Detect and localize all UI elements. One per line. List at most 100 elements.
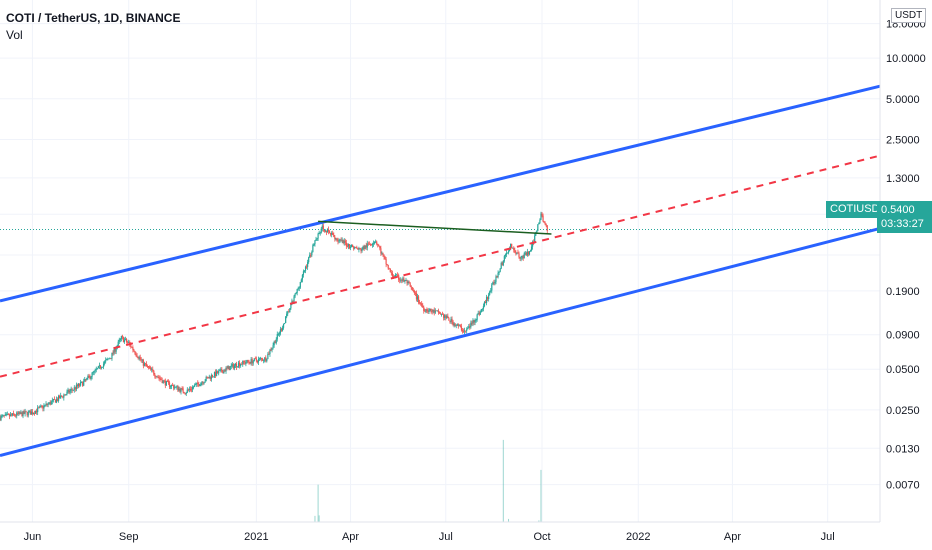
candle-body [40, 405, 42, 407]
candle-body [126, 339, 128, 342]
last-price: 0.5400 [881, 204, 915, 216]
candle-body [404, 280, 406, 282]
candle-body [506, 252, 509, 254]
price-tick-label: 5.0000 [886, 94, 920, 106]
candle-body [79, 382, 82, 386]
price-axis[interactable]: 18.000010.00005.00002.50001.30000.70000.… [886, 19, 926, 492]
candle-body [113, 348, 115, 354]
candle-body [121, 336, 124, 338]
candle-body [282, 323, 285, 328]
time-tick-label: Apr [724, 531, 741, 543]
candle-body [147, 366, 150, 368]
candle-body [71, 389, 73, 391]
candle-body [386, 264, 388, 265]
candle-body [358, 248, 360, 250]
candle-body [453, 323, 455, 326]
candle-body [507, 251, 510, 253]
candle-body [467, 328, 469, 330]
candle-body [492, 282, 494, 285]
candle-body [174, 387, 176, 389]
candle-body [424, 311, 426, 312]
candle-body [534, 235, 536, 243]
candle-body [440, 313, 443, 315]
candle-body [445, 315, 447, 319]
candle-body [451, 318, 453, 322]
candle-body [390, 272, 392, 274]
candle-body [410, 286, 412, 288]
candle-body [530, 246, 533, 251]
candle-body [516, 252, 518, 254]
channel-midline[interactable] [0, 154, 881, 378]
candle-body [397, 274, 399, 276]
candle-body [64, 394, 66, 396]
candle-body [127, 341, 129, 343]
candle-body [540, 213, 542, 220]
candle-body [360, 248, 362, 252]
candle-body [514, 250, 516, 253]
candle-body [458, 325, 460, 327]
candle-body [434, 310, 436, 313]
candle-body [67, 390, 69, 392]
candle-body [221, 369, 223, 372]
candle-body [237, 362, 240, 367]
candle-body [493, 282, 495, 284]
candle-body [224, 370, 226, 372]
candle-body [504, 254, 506, 257]
candle-body [432, 309, 434, 312]
candle-body [489, 291, 491, 295]
candle-body [382, 252, 384, 255]
candle-body [448, 317, 450, 321]
candle-body [10, 414, 13, 416]
candle-body [338, 240, 340, 242]
candle-body [137, 356, 139, 359]
candle-body [70, 389, 72, 391]
candle-body [278, 333, 280, 335]
candle-body [28, 410, 30, 412]
candle-body [31, 411, 34, 414]
candle-body [179, 388, 181, 392]
candle-body [230, 365, 232, 367]
candle-body [260, 358, 263, 360]
candle-body [362, 246, 364, 250]
candle-body [53, 399, 56, 400]
candle-body [502, 260, 504, 266]
candle-body [342, 239, 344, 243]
channel-upper-line[interactable] [0, 84, 881, 303]
candle-body [472, 320, 474, 324]
candle-body [214, 372, 217, 376]
time-axis[interactable]: Jun Sep 2021 Apr Jul Oct 2022 Apr Jul [24, 531, 835, 543]
candle-body [23, 411, 25, 414]
price-tick-label: 0.0250 [886, 405, 920, 417]
candle-body [399, 279, 401, 281]
candle-body [8, 414, 11, 417]
candle-body [192, 386, 195, 388]
candle-body [348, 244, 351, 249]
candle-body [2, 415, 4, 417]
candle-body [201, 382, 203, 384]
candle-body [42, 406, 44, 409]
resistance-line[interactable] [318, 220, 552, 235]
candle-body [152, 369, 154, 371]
currency-unit-label[interactable]: USDT [891, 8, 927, 23]
candle-body [541, 213, 543, 216]
candle-body [317, 233, 319, 239]
candle-body [102, 363, 105, 367]
candle-body [89, 376, 91, 379]
candle-body [109, 358, 111, 360]
candle-body [376, 241, 378, 244]
candle-body [202, 382, 204, 384]
candle-body [433, 309, 435, 313]
candle-body [350, 244, 353, 247]
candle-body [86, 378, 88, 380]
candle-body [403, 278, 405, 282]
candle-body [455, 325, 457, 326]
candle-body [483, 302, 486, 307]
candle-body [406, 280, 408, 284]
candle-body [173, 385, 175, 389]
candle-body [130, 343, 132, 348]
candle-body [457, 324, 459, 327]
channel-lower-line[interactable] [0, 226, 881, 457]
candle-body [385, 258, 387, 265]
candle-body [326, 229, 329, 233]
